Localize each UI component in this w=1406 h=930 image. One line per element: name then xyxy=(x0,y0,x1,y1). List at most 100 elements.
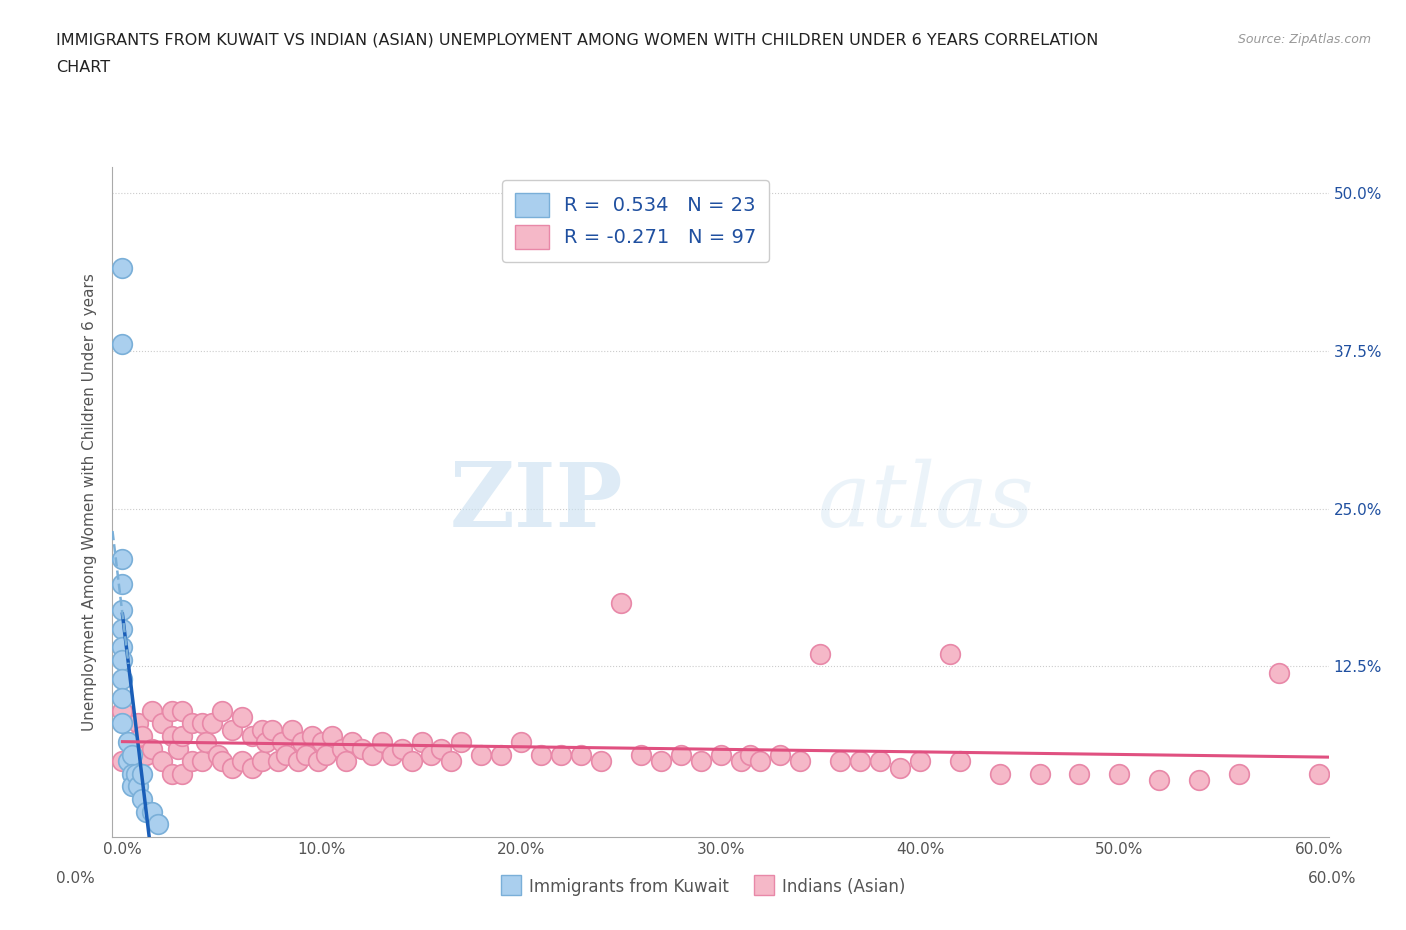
Point xyxy=(808,646,831,661)
Point xyxy=(709,748,731,763)
Point xyxy=(769,748,792,763)
Point xyxy=(231,753,253,768)
Point xyxy=(221,760,243,775)
Point xyxy=(131,791,153,806)
Point xyxy=(111,716,134,731)
Point xyxy=(207,748,229,763)
Legend: Immigrants from Kuwait, Indians (Asian): Immigrants from Kuwait, Indians (Asian) xyxy=(494,871,912,903)
Point xyxy=(610,596,633,611)
Point xyxy=(274,748,297,763)
Point xyxy=(127,716,149,731)
Point xyxy=(231,710,253,724)
Point xyxy=(340,735,363,750)
Point xyxy=(411,735,433,750)
Point xyxy=(150,716,173,731)
Point xyxy=(150,753,173,768)
Y-axis label: Unemployment Among Women with Children Under 6 years: Unemployment Among Women with Children U… xyxy=(82,273,97,731)
Point xyxy=(250,723,273,737)
Point xyxy=(335,753,357,768)
Point xyxy=(281,723,304,737)
Text: atlas: atlas xyxy=(818,458,1033,546)
Point xyxy=(301,728,323,743)
Point xyxy=(291,735,314,750)
Point xyxy=(221,723,243,737)
Point xyxy=(1188,773,1211,788)
Text: CHART: CHART xyxy=(56,60,110,75)
Point xyxy=(830,753,852,768)
Point xyxy=(949,753,972,768)
Legend: R =  0.534   N = 23, R = -0.271   N = 97: R = 0.534 N = 23, R = -0.271 N = 97 xyxy=(502,180,769,262)
Point xyxy=(430,741,453,756)
Point xyxy=(391,741,413,756)
Point xyxy=(121,748,143,763)
Point xyxy=(321,728,343,743)
Point xyxy=(370,735,392,750)
Point xyxy=(307,753,329,768)
Point xyxy=(167,741,190,756)
Point xyxy=(191,716,214,731)
Point xyxy=(111,577,134,591)
Point xyxy=(470,748,492,763)
Point xyxy=(510,735,533,750)
Point xyxy=(191,753,214,768)
Point xyxy=(117,753,139,768)
Point xyxy=(111,602,134,617)
Point xyxy=(689,753,711,768)
Point xyxy=(589,753,612,768)
Point xyxy=(135,748,157,763)
Point xyxy=(127,779,149,794)
Point xyxy=(530,748,553,763)
Point xyxy=(211,703,233,718)
Point xyxy=(121,735,143,750)
Point xyxy=(271,735,294,750)
Point xyxy=(111,691,134,706)
Point xyxy=(201,716,224,731)
Point xyxy=(1147,773,1170,788)
Point xyxy=(381,748,404,763)
Point xyxy=(121,779,143,794)
Point xyxy=(669,748,692,763)
Point xyxy=(240,728,263,743)
Point xyxy=(111,551,134,566)
Point xyxy=(1108,766,1130,781)
Point xyxy=(267,753,290,768)
Point xyxy=(172,728,194,743)
Point xyxy=(260,723,283,737)
Point xyxy=(172,766,194,781)
Point xyxy=(162,766,184,781)
Point xyxy=(569,748,592,763)
Point xyxy=(630,748,652,763)
Point xyxy=(650,753,672,768)
Point xyxy=(908,753,931,768)
Point xyxy=(111,621,134,636)
Point xyxy=(730,753,752,768)
Point xyxy=(330,741,353,756)
Point xyxy=(350,741,373,756)
Point xyxy=(117,735,139,750)
Point xyxy=(141,804,163,819)
Point xyxy=(401,753,423,768)
Point xyxy=(740,748,762,763)
Point xyxy=(111,703,134,718)
Point xyxy=(849,753,872,768)
Point xyxy=(111,653,134,668)
Point xyxy=(749,753,772,768)
Point xyxy=(1069,766,1091,781)
Point xyxy=(250,753,273,768)
Point xyxy=(360,748,382,763)
Point xyxy=(1308,766,1330,781)
Point xyxy=(1028,766,1050,781)
Text: 0.0%: 0.0% xyxy=(56,871,96,886)
Point xyxy=(141,703,163,718)
Point xyxy=(550,748,572,763)
Point xyxy=(125,766,148,781)
Text: Source: ZipAtlas.com: Source: ZipAtlas.com xyxy=(1237,33,1371,46)
Point xyxy=(869,753,891,768)
Point xyxy=(315,748,337,763)
Point xyxy=(141,741,163,756)
Point xyxy=(1227,766,1250,781)
Point xyxy=(195,735,218,750)
Point xyxy=(148,817,170,831)
Text: ZIP: ZIP xyxy=(450,458,623,546)
Point xyxy=(240,760,263,775)
